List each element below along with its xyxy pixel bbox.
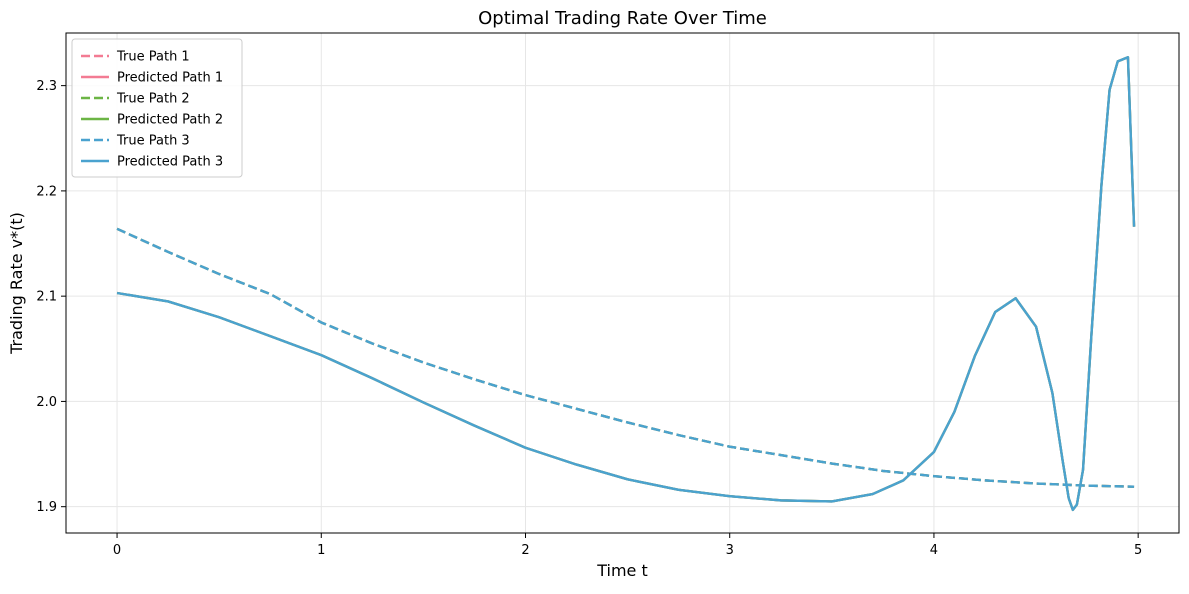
series-lines	[116, 56, 1136, 512]
x-axis-label: Time t	[596, 561, 648, 580]
y-tick-label: 2.3	[36, 79, 57, 94]
y-tick-label: 2.2	[36, 184, 57, 199]
y-tick-label: 1.9	[36, 500, 57, 515]
x-tick-label: 1	[317, 543, 325, 558]
grid-lines	[66, 33, 1179, 533]
x-tick-label: 4	[930, 543, 938, 558]
series-line-5	[116, 227, 1135, 488]
legend-label: Predicted Path 3	[117, 155, 223, 170]
legend-label: True Path 1	[116, 50, 190, 65]
legend-label: Predicted Path 2	[117, 113, 223, 128]
legend-label: True Path 3	[116, 134, 190, 149]
series-line-6	[116, 56, 1136, 512]
axis-ticks: 0 1 2 3 4 5 1.9 2.0 2.1 2.2 2.3	[36, 79, 1142, 558]
x-tick-label: 3	[726, 543, 734, 558]
plot-frame	[65, 32, 1180, 534]
x-tick-label: 0	[113, 543, 121, 558]
x-tick-label: 5	[1134, 543, 1142, 558]
y-axis-label: Trading Rate v*(t)	[7, 212, 26, 355]
y-tick-label: 2.0	[36, 395, 57, 410]
x-tick-label: 2	[521, 543, 529, 558]
legend-box	[71, 38, 243, 178]
chart-title: Optimal Trading Rate Over Time	[478, 8, 767, 29]
legend-label: Predicted Path 1	[117, 71, 223, 86]
legend-label: True Path 2	[116, 92, 190, 107]
legend: True Path 1 Predicted Path 1 True Path 2 Pr…	[71, 38, 243, 178]
y-tick-label: 2.1	[36, 290, 57, 305]
